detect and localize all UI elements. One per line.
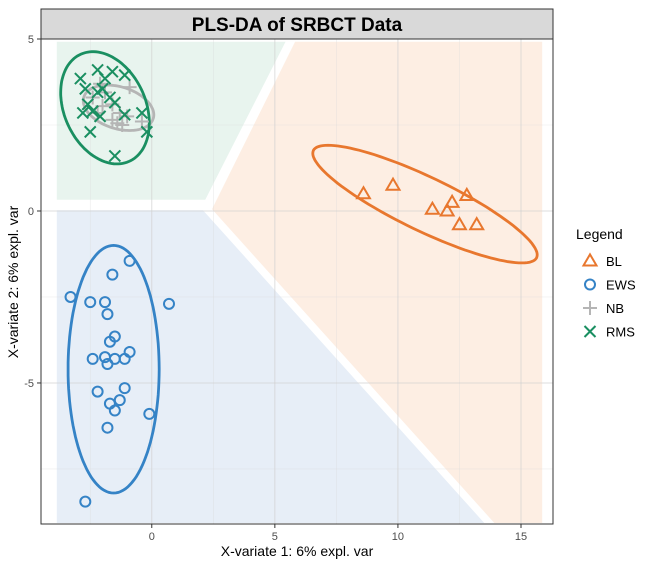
legend-item-nb: NB: [583, 301, 624, 316]
region-rms: [54, 39, 289, 202]
point-ews: [79, 495, 92, 508]
point-rms: [108, 96, 122, 109]
point-ews: [101, 421, 114, 434]
confidence-ellipses: [59, 50, 539, 495]
legend-title: Legend: [576, 226, 623, 242]
point-bl: [443, 193, 461, 208]
point-nb: [110, 116, 125, 131]
legend-item-bl: BL: [581, 252, 622, 269]
x-tick-label: 15: [515, 531, 527, 543]
point-rms: [81, 98, 94, 111]
point-ews: [108, 404, 121, 417]
plot-panel-border: [40, 38, 554, 525]
point-rms: [140, 125, 154, 139]
point-rms: [106, 65, 119, 78]
point-ews: [86, 352, 99, 365]
point-ews: [99, 296, 111, 309]
point-ews: [101, 308, 114, 321]
point-ews: [84, 296, 97, 309]
legend-label-nb: NB: [606, 301, 624, 316]
point-bl: [458, 186, 476, 201]
point-bl: [468, 216, 485, 231]
point-ews: [64, 290, 77, 303]
chart-title: PLS-DA of SRBCT Data: [192, 15, 403, 36]
point-rms: [79, 82, 92, 96]
legend-label-rms: RMS: [606, 325, 635, 340]
point-ews: [123, 346, 136, 359]
point-rms: [84, 125, 97, 139]
point-rms: [135, 106, 149, 120]
point-bl: [438, 202, 456, 217]
legend: Legend BL EWS NB RMS: [576, 226, 636, 340]
y-tick-label: 5: [28, 34, 34, 46]
point-ews: [91, 385, 104, 398]
point-bl: [355, 185, 372, 200]
point-rms: [93, 110, 107, 123]
point-ews: [106, 268, 119, 281]
ellipse-rms: [59, 50, 151, 166]
legend-key-rms: [583, 325, 597, 338]
point-rms: [118, 108, 131, 121]
legend-label-ews: EWS: [606, 278, 636, 293]
point-ews: [143, 407, 156, 420]
title-strip: [40, 8, 554, 40]
series-ews: [64, 254, 175, 508]
point-rms: [91, 86, 104, 99]
point-nb: [122, 80, 137, 95]
legend-key-bl: [581, 252, 599, 267]
axis-ticks: 0 5 10 15 5 0 -5: [24, 34, 527, 543]
y-tick-label: 0: [28, 206, 34, 218]
point-rms: [74, 72, 87, 85]
point-bl: [451, 216, 468, 231]
data-points: [64, 63, 485, 508]
point-rms: [76, 106, 90, 120]
ellipse-bl: [311, 143, 539, 265]
x-tick-label: 5: [272, 531, 278, 543]
series-bl: [355, 176, 485, 231]
point-rms: [108, 149, 122, 163]
point-ews: [103, 335, 116, 348]
series-rms: [74, 63, 154, 163]
point-ews: [118, 382, 131, 395]
point-ews: [163, 297, 175, 310]
legend-label-bl: BL: [606, 254, 622, 269]
legend-key-nb: [583, 301, 597, 315]
x-axis-title: X-variate 1: 6% expl. var: [221, 543, 374, 559]
point-bl: [424, 200, 441, 215]
point-ews: [123, 254, 136, 267]
point-rms: [86, 105, 99, 118]
point-bl: [384, 176, 402, 191]
x-tick-label: 0: [149, 531, 155, 543]
legend-items: BL EWS NB RMS: [581, 252, 636, 340]
decision-regions: [54, 39, 545, 525]
legend-item-ews: EWS: [584, 278, 636, 293]
ellipse-ews: [66, 243, 161, 495]
x-tick-label: 10: [392, 531, 404, 543]
y-axis-title: X-variate 2: 6% expl. var: [5, 205, 21, 358]
point-rms: [118, 68, 131, 82]
legend-key-ews: [584, 278, 596, 291]
legend-item-rms: RMS: [583, 325, 635, 340]
y-tick-label: -5: [24, 378, 34, 390]
